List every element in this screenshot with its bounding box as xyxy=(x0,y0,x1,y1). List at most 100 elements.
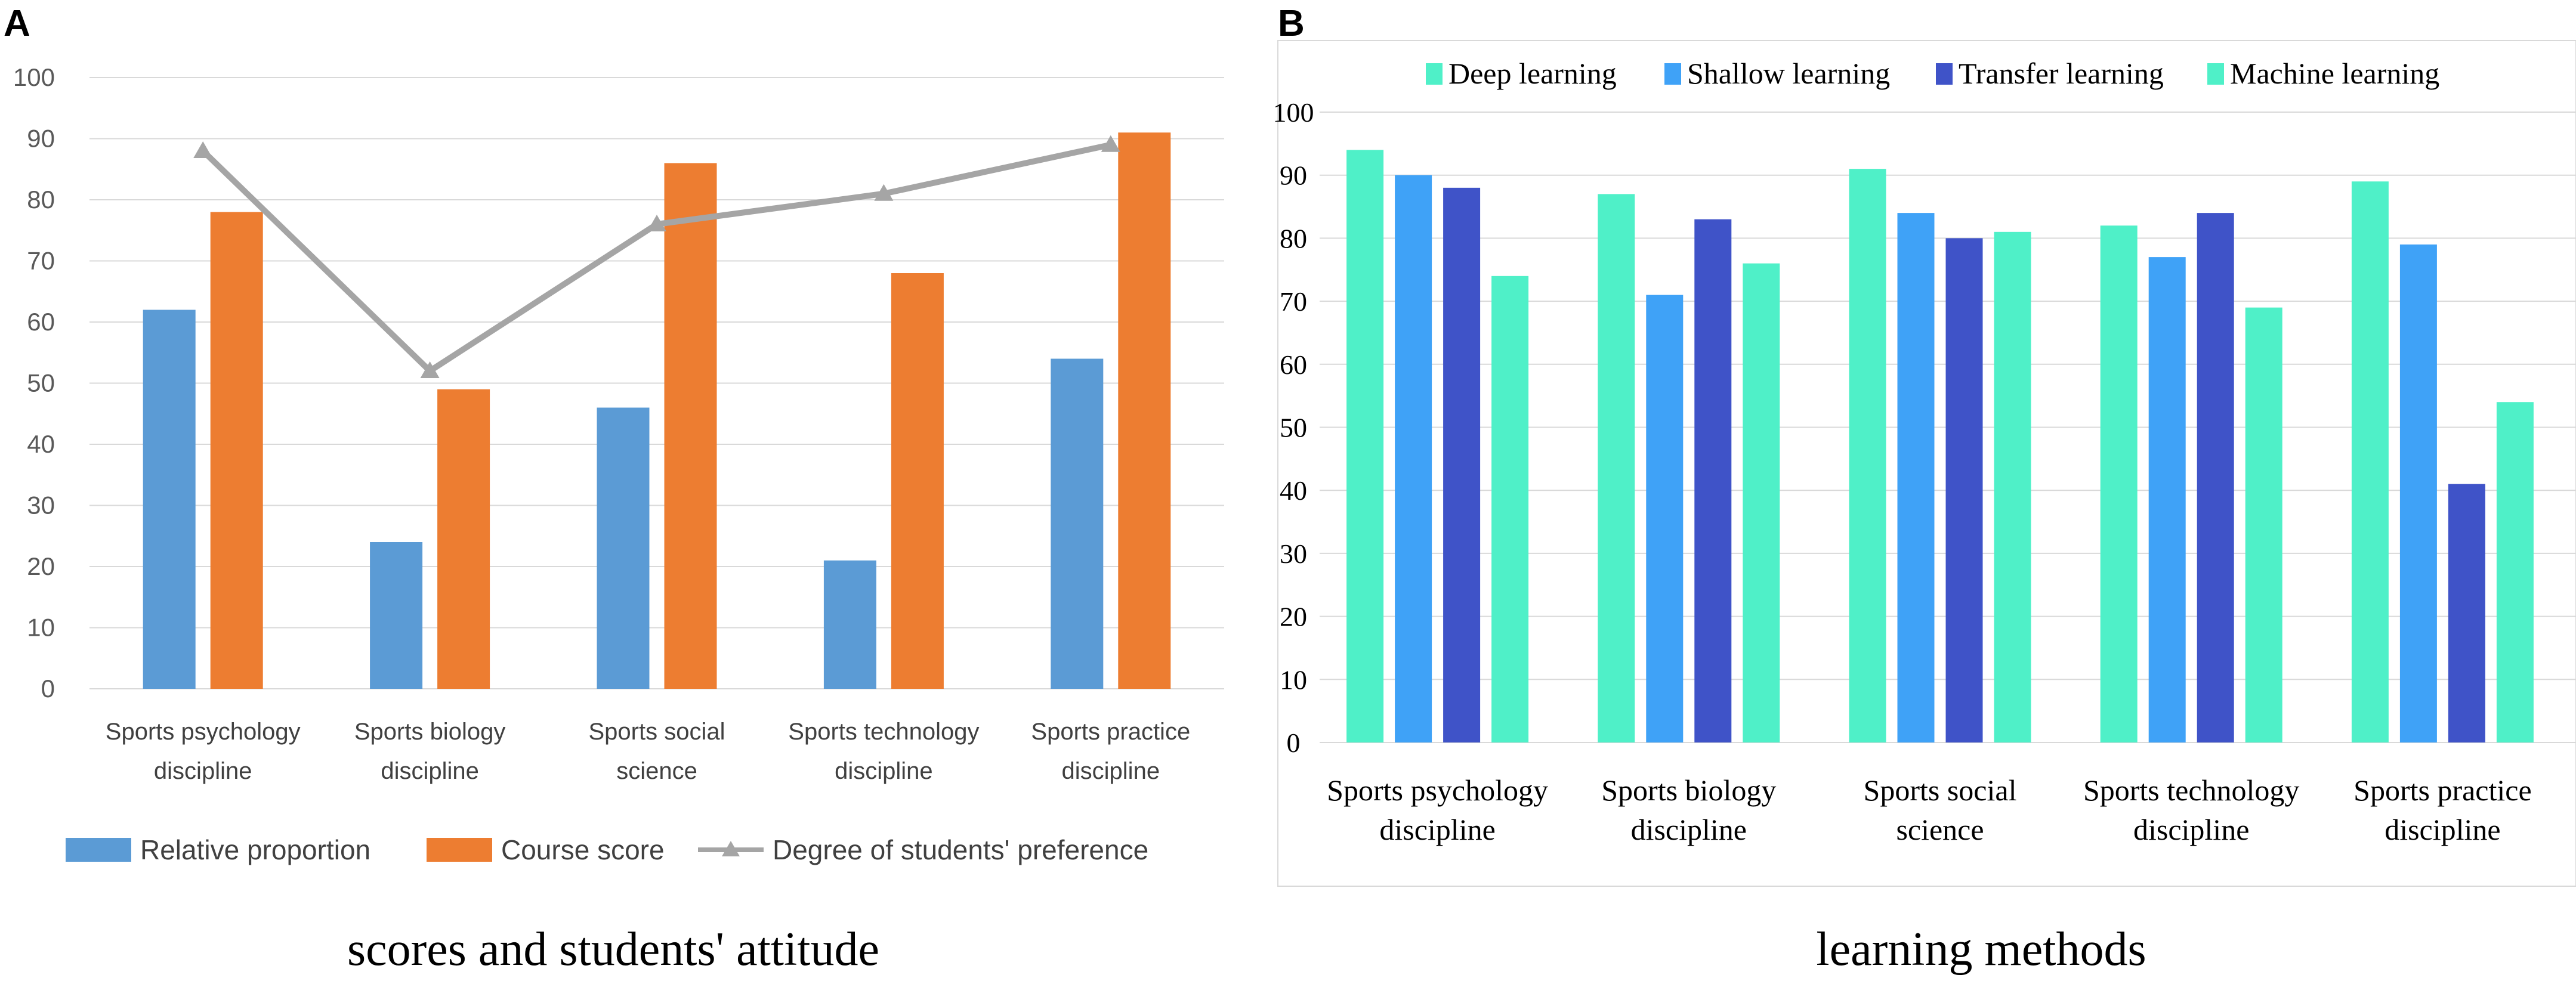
bar-shallow-learning xyxy=(1897,213,1935,742)
bar-relative-proportion xyxy=(597,407,650,689)
bar-machine-learning xyxy=(1491,276,1529,742)
y-tick-label: 70 xyxy=(27,247,55,275)
triangle-marker xyxy=(874,184,894,201)
x-tick-label: science xyxy=(616,758,697,784)
x-tick-label: Sports social xyxy=(1864,773,2017,807)
bar-course-score xyxy=(1118,132,1171,689)
y-tick-label: 40 xyxy=(27,430,55,458)
bar-deep-learning xyxy=(1598,194,1635,742)
y-tick-label: 50 xyxy=(1280,413,1307,443)
legend-swatch xyxy=(2207,63,2224,85)
x-tick-label: discipline xyxy=(154,758,252,784)
x-tick-label: Sports social xyxy=(589,719,725,745)
triangle-marker xyxy=(420,361,440,378)
panel-a-label: A xyxy=(4,3,30,44)
x-tick-label: Sports practice xyxy=(2353,773,2532,807)
panel-b-frame xyxy=(1277,40,2576,887)
chart-b: 0 10 20 30 40 50 60 70 80 90 100 Sports psychology d… xyxy=(1273,57,2576,846)
bar-machine-learning xyxy=(1743,263,1780,742)
preference-line xyxy=(200,141,1111,374)
y-tick-label: 80 xyxy=(27,185,55,213)
bar-machine-learning xyxy=(2245,307,2282,742)
y-tick-label: 50 xyxy=(27,369,55,397)
triangle-marker xyxy=(193,141,213,158)
legend-swatch xyxy=(1426,63,1443,85)
bar-shallow-learning xyxy=(2399,244,2437,743)
legend-label: Relative proportion xyxy=(140,834,370,865)
bar-deep-learning xyxy=(1346,150,1384,743)
bar-shallow-learning xyxy=(2148,257,2186,742)
x-tick-label: science xyxy=(1896,813,1984,846)
y-tick-label: 80 xyxy=(1280,223,1307,253)
triangle-marker xyxy=(647,215,666,231)
x-tick-label: discipline xyxy=(835,758,933,784)
y-tick-label: 30 xyxy=(27,491,55,519)
bar-transfer-learning xyxy=(2197,213,2234,742)
bar-transfer-learning xyxy=(1694,219,1732,742)
bar-transfer-learning xyxy=(2448,484,2485,742)
bar-course-score xyxy=(664,163,717,689)
x-tick-label: Sports practice xyxy=(1031,719,1190,745)
bar-course-score xyxy=(210,212,263,689)
bar-relative-proportion xyxy=(823,560,876,689)
bar-shallow-learning xyxy=(1395,175,1432,742)
x-tick-label: Sports technology xyxy=(2083,773,2299,807)
y-tick-label: 60 xyxy=(27,308,55,336)
x-tick-label: discipline xyxy=(2133,813,2249,846)
x-tick-label: discipline xyxy=(2385,813,2500,846)
x-tick-label: Sports biology xyxy=(354,719,505,745)
panel-b-caption: learning methods xyxy=(1816,923,2146,976)
y-tick-label: 100 xyxy=(1273,97,1314,128)
y-tick-label: 90 xyxy=(27,125,55,153)
bar-machine-learning xyxy=(1994,231,2031,743)
y-tick-label: 30 xyxy=(1280,539,1307,569)
legend-triangle-marker xyxy=(722,841,740,856)
bar-relative-proportion xyxy=(143,310,196,689)
legend-label: Degree of students' preference xyxy=(773,834,1148,865)
y-tick-label: 10 xyxy=(27,614,55,642)
x-tick-label: Sports psychology xyxy=(106,719,301,745)
x-tick-label: discipline xyxy=(1631,813,1747,846)
panel-a-caption: scores and students' attitude xyxy=(347,923,879,976)
y-tick-label: 10 xyxy=(1280,664,1307,695)
triangle-marker xyxy=(1101,135,1120,152)
legend-label: Shallow learning xyxy=(1687,57,1890,90)
panel-b-label: B xyxy=(1278,3,1305,44)
x-tick-label: discipline xyxy=(381,758,479,784)
chart-a: 0 10 20 30 40 50 60 70 80 90 100 Sports psychology d… xyxy=(13,63,1224,865)
bar-transfer-learning xyxy=(1945,238,1983,742)
legend-label: Deep learning xyxy=(1448,57,1617,90)
y-tick-label: 60 xyxy=(1280,349,1307,380)
x-tick-label: discipline xyxy=(1062,758,1160,784)
x-tick-label: Sports biology xyxy=(1601,773,1776,807)
legend-swatch xyxy=(1664,63,1681,85)
bar-deep-learning xyxy=(2351,181,2389,742)
bar-machine-learning xyxy=(2496,402,2534,742)
y-tick-label: 20 xyxy=(27,552,55,580)
y-tick-label: 0 xyxy=(41,674,55,703)
legend-label: Transfer learning xyxy=(1959,57,2164,90)
y-tick-label: 70 xyxy=(1280,286,1307,317)
y-tick-label: 0 xyxy=(1287,728,1301,758)
x-tick-label: discipline xyxy=(1379,813,1495,846)
bar-course-score xyxy=(437,389,490,689)
bar-relative-proportion xyxy=(370,542,423,689)
legend-swatch xyxy=(66,838,131,862)
legend-label: Machine learning xyxy=(2230,57,2439,90)
y-tick-label: 40 xyxy=(1280,475,1307,506)
x-tick-label: Sports technology xyxy=(788,719,979,745)
legend-label: Course score xyxy=(501,834,665,865)
y-tick-label: 90 xyxy=(1280,160,1307,191)
bar-deep-learning xyxy=(2100,225,2138,742)
bar-deep-learning xyxy=(1849,169,1886,742)
y-tick-label: 20 xyxy=(1280,602,1307,632)
legend-swatch xyxy=(427,838,492,862)
bar-transfer-learning xyxy=(1443,187,1481,743)
y-tick-label: 100 xyxy=(13,63,55,91)
bar-course-score xyxy=(891,273,944,689)
x-tick-label: Sports psychology xyxy=(1327,773,1548,807)
bar-relative-proportion xyxy=(1051,358,1104,689)
legend-swatch xyxy=(1936,63,1953,85)
bar-shallow-learning xyxy=(1646,295,1684,742)
